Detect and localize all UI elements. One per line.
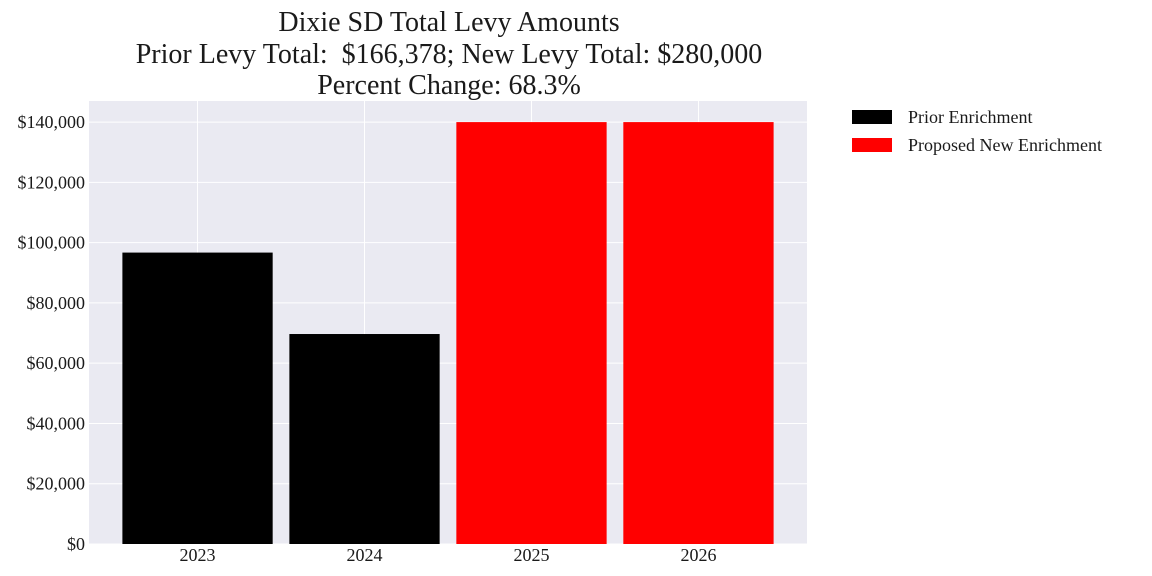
y-tick-label: $20,000	[27, 474, 86, 494]
y-tick-label: $60,000	[27, 353, 86, 373]
bar-2025	[456, 122, 607, 544]
y-tick-label: $80,000	[27, 293, 86, 313]
x-axis-ticks: 2023 2024 2025 2026	[180, 545, 717, 565]
y-tick-label: $0	[67, 534, 85, 554]
chart-title-line-3: Percent Change: 68.3%	[317, 70, 581, 101]
legend-label: Proposed New Enrichment	[908, 135, 1102, 155]
bars	[122, 122, 774, 544]
y-axis-ticks: $0 $20,000 $40,000 $60,000 $80,000 $100,000 $1…	[18, 112, 86, 554]
legend-label: Prior Enrichment	[908, 107, 1032, 127]
legend-swatch	[852, 110, 892, 124]
x-tick-label: 2025	[513, 545, 549, 565]
bar-2026	[623, 122, 774, 544]
y-tick-label: $120,000	[18, 172, 86, 192]
x-tick-label: 2026	[680, 545, 716, 565]
chart-title-line-1: Dixie SD Total Levy Amounts	[278, 7, 619, 38]
y-tick-label: $100,000	[18, 233, 86, 253]
x-tick-label: 2023	[180, 545, 216, 565]
legend: Prior Enrichment Proposed New Enrichment	[852, 107, 1102, 155]
y-tick-label: $40,000	[27, 413, 86, 433]
legend-swatch	[852, 138, 892, 152]
bar-2024	[289, 334, 440, 544]
x-tick-label: 2024	[347, 545, 383, 565]
chart-title-line-2: Prior Levy Total: $166,378; New Levy Tot…	[136, 39, 763, 70]
chart-title: Dixie SD Total Levy Amounts Prior Levy T…	[136, 7, 763, 101]
y-tick-label: $140,000	[18, 112, 86, 132]
bar-2023	[122, 252, 273, 544]
